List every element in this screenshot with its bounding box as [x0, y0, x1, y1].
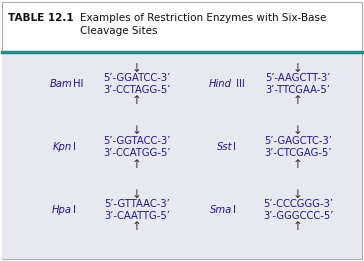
Text: Bam: Bam — [49, 79, 72, 89]
Text: ↓: ↓ — [293, 124, 303, 138]
Text: I: I — [233, 142, 236, 152]
Text: ↑: ↑ — [293, 157, 303, 170]
Text: ↑: ↑ — [132, 94, 142, 108]
Text: III: III — [233, 79, 245, 89]
Text: Kpn: Kpn — [53, 142, 72, 152]
Text: 3’-TTCGAA-5’: 3’-TTCGAA-5’ — [266, 85, 331, 95]
Text: 5’-GGTACC-3’: 5’-GGTACC-3’ — [103, 136, 171, 146]
Text: ↑: ↑ — [293, 221, 303, 234]
Text: Sst: Sst — [217, 142, 232, 152]
Text: 3’-CCTAGG-5’: 3’-CCTAGG-5’ — [103, 85, 171, 95]
Text: ↓: ↓ — [293, 62, 303, 74]
Bar — [2, 54, 362, 259]
Text: 5’-CCCGGG-3’: 5’-CCCGGG-3’ — [263, 199, 333, 209]
Text: HI: HI — [73, 79, 83, 89]
Text: Hpa: Hpa — [52, 205, 72, 215]
Text: Cleavage Sites: Cleavage Sites — [80, 26, 158, 36]
Text: 3’-CCATGG-5’: 3’-CCATGG-5’ — [103, 148, 171, 158]
Text: ↑: ↑ — [293, 94, 303, 108]
Text: ↓: ↓ — [132, 62, 142, 74]
Text: TABLE 12.1: TABLE 12.1 — [8, 13, 74, 23]
Text: ↑: ↑ — [132, 221, 142, 234]
Text: ↓: ↓ — [132, 187, 142, 200]
Text: I: I — [73, 142, 76, 152]
Text: 3’-GGGCCC-5’: 3’-GGGCCC-5’ — [263, 211, 333, 221]
Text: I: I — [73, 205, 76, 215]
Text: ↓: ↓ — [293, 187, 303, 200]
Text: Sma: Sma — [210, 205, 232, 215]
Text: 3’-CTCGAG-5’: 3’-CTCGAG-5’ — [264, 148, 332, 158]
Text: ↑: ↑ — [132, 157, 142, 170]
Text: Hind: Hind — [209, 79, 232, 89]
Text: 5’-GGATCC-3’: 5’-GGATCC-3’ — [103, 73, 171, 83]
Text: 5’-AAGCTT-3’: 5’-AAGCTT-3’ — [265, 73, 331, 83]
Text: 5’-GAGCTC-3’: 5’-GAGCTC-3’ — [264, 136, 332, 146]
Text: 5’-GTTAAC-3’: 5’-GTTAAC-3’ — [104, 199, 170, 209]
Text: I: I — [233, 205, 236, 215]
Text: 3’-CAATTG-5’: 3’-CAATTG-5’ — [104, 211, 170, 221]
Text: ↓: ↓ — [132, 124, 142, 138]
Text: Examples of Restriction Enzymes with Six-Base: Examples of Restriction Enzymes with Six… — [80, 13, 327, 23]
